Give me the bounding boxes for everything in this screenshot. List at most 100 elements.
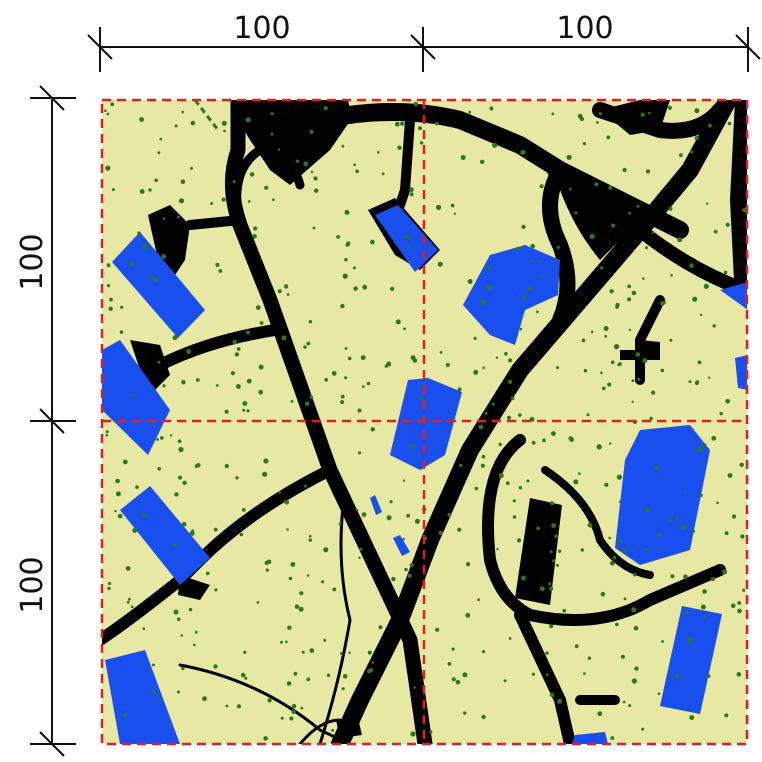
- tree-dot: [284, 499, 290, 505]
- tree-dot: [675, 516, 679, 520]
- tree-dot: [556, 245, 560, 249]
- tree-dot: [151, 276, 155, 280]
- tree-dot: [679, 153, 683, 158]
- tree-dot: [236, 347, 241, 351]
- tree-dot: [114, 509, 117, 513]
- tree-dot: [142, 512, 147, 518]
- tree-dot: [359, 547, 363, 552]
- tree-dot: [521, 224, 526, 229]
- tree-dot: [239, 532, 244, 537]
- tree-dot: [541, 274, 544, 278]
- tree-dot: [361, 512, 367, 517]
- tree-dot: [108, 306, 113, 311]
- tree-dot: [405, 235, 410, 240]
- tree-dot: [615, 302, 620, 307]
- tree-dot: [249, 172, 255, 177]
- road-branch-left-2: [154, 324, 281, 371]
- tree-dot: [467, 279, 473, 284]
- tree-dot: [447, 662, 452, 666]
- tree-dot: [527, 287, 532, 292]
- tree-dot: [341, 144, 345, 148]
- tree-dot: [323, 106, 328, 111]
- tree-dot: [258, 364, 264, 370]
- tree-dot: [242, 408, 246, 412]
- tree-dot: [347, 356, 352, 361]
- tree-dot: [549, 692, 555, 698]
- tree-dot: [358, 451, 362, 455]
- tree-dot: [687, 640, 692, 645]
- tree-dot: [727, 473, 733, 478]
- tree-dot: [480, 463, 485, 468]
- tree-dot: [157, 466, 161, 471]
- tree-dot: [413, 101, 419, 107]
- tree-dot: [285, 640, 288, 644]
- tree-dot: [711, 435, 717, 441]
- building-10: [572, 732, 608, 744]
- dimension-slash: [410, 34, 436, 60]
- tree-dot: [173, 543, 177, 547]
- tree-dot: [344, 209, 350, 215]
- tree-dot: [186, 349, 192, 354]
- tree-dot: [410, 355, 416, 361]
- structure-left-3: [178, 575, 210, 600]
- tree-dot: [522, 295, 527, 300]
- tree-dot: [515, 246, 520, 251]
- tree-dot: [248, 200, 251, 203]
- tree-dot: [215, 384, 219, 387]
- tree-dot: [371, 661, 375, 664]
- tree-dot: [611, 223, 616, 228]
- tree-dot: [367, 669, 372, 674]
- tree-dot: [154, 278, 158, 282]
- tree-dot: [344, 376, 348, 380]
- tree-dot: [654, 465, 660, 471]
- tree-dot: [152, 690, 156, 694]
- tree-dot: [620, 654, 625, 659]
- tree-dot: [157, 360, 161, 364]
- dimension-slash: [39, 731, 65, 757]
- tree-dot: [484, 411, 488, 415]
- tree-dot: [504, 352, 508, 356]
- tree-dot: [694, 135, 699, 141]
- tree-dot: [106, 112, 110, 116]
- tree-dot: [680, 524, 686, 530]
- tree-dot: [596, 121, 599, 124]
- tree-dot: [402, 479, 406, 482]
- tree-dot: [481, 454, 486, 459]
- tree-dot: [602, 386, 606, 391]
- tree-dot: [642, 358, 648, 364]
- tree-dot: [115, 491, 121, 497]
- tree-dot: [178, 198, 185, 204]
- tree-dot: [457, 387, 462, 392]
- tree-dot: [190, 166, 194, 170]
- tree-dot: [644, 507, 650, 513]
- tree-dot: [610, 736, 615, 740]
- tree-dot: [174, 492, 179, 497]
- building-small-2: [393, 535, 410, 556]
- tree-dot: [482, 650, 486, 654]
- tree-dot: [508, 379, 513, 384]
- dimension-top: [87, 27, 761, 72]
- tree-dot: [105, 430, 109, 434]
- tree-dot: [463, 711, 467, 715]
- tree-dot: [402, 537, 405, 541]
- tree-dot: [725, 399, 730, 404]
- tree-dot: [172, 335, 178, 341]
- tree-dot: [191, 529, 195, 533]
- dimension-slash: [39, 85, 65, 111]
- tree-dot: [270, 132, 274, 136]
- tree-dot: [479, 159, 485, 164]
- tree-dot: [618, 500, 622, 503]
- tree-dot: [331, 371, 337, 376]
- tree-dot: [224, 409, 229, 414]
- tree-dot: [182, 480, 187, 485]
- tree-dot: [178, 475, 183, 480]
- tree-dot: [137, 231, 141, 235]
- tree-dot: [181, 110, 185, 114]
- tree-dot: [517, 538, 522, 543]
- tree-dot: [702, 589, 707, 594]
- tree-dot: [314, 188, 319, 193]
- tree-dot: [378, 625, 383, 630]
- tree-dot: [262, 471, 268, 477]
- tree-dot: [618, 538, 622, 543]
